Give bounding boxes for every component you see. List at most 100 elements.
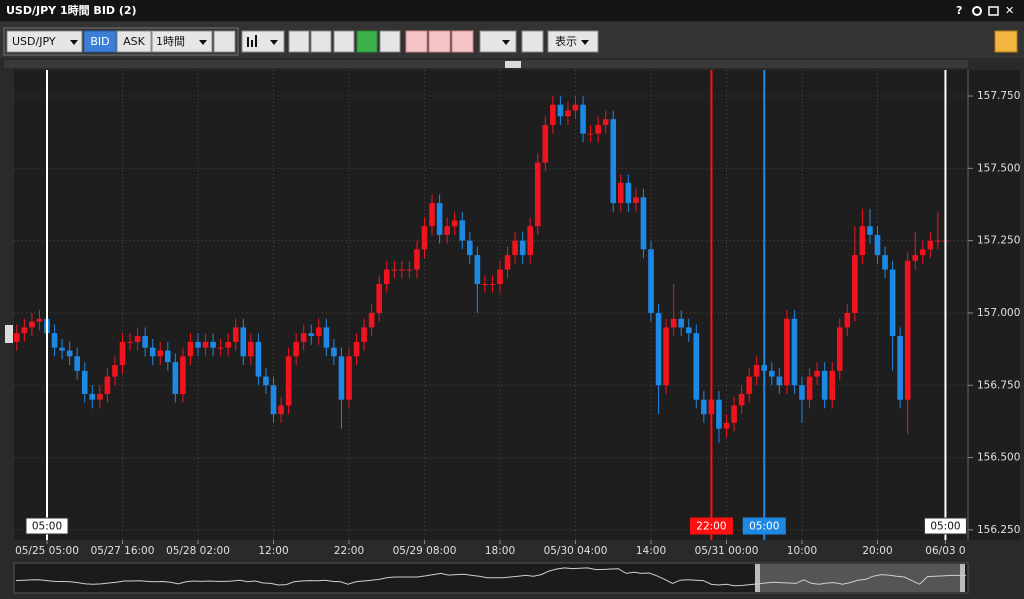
draw-tool-button[interactable] bbox=[428, 30, 451, 53]
candle-body bbox=[459, 220, 466, 241]
candle-body bbox=[497, 269, 503, 285]
candle-body bbox=[655, 312, 662, 386]
candle-body bbox=[648, 249, 654, 313]
candle-body bbox=[225, 341, 231, 348]
time-marker-label: 05:00 bbox=[749, 521, 779, 533]
time-marker-label: 05:00 bbox=[930, 521, 960, 533]
window-title: USD/JPY 1時間 BID (2) bbox=[6, 3, 137, 17]
candle-body bbox=[769, 370, 775, 377]
fit-button[interactable] bbox=[333, 30, 355, 53]
candle-body bbox=[716, 399, 722, 429]
candle-body bbox=[308, 333, 315, 337]
candle-body bbox=[59, 347, 65, 351]
scroll-button[interactable] bbox=[356, 30, 378, 53]
candle-body bbox=[693, 333, 700, 400]
symbol-dropdown[interactable] bbox=[6, 30, 83, 53]
candle-body bbox=[421, 226, 428, 250]
x-tick-label: 05/27 16:00 bbox=[91, 545, 155, 557]
candle-body bbox=[240, 327, 247, 357]
x-tick-label: 12:00 bbox=[258, 545, 288, 557]
navigator-handle[interactable] bbox=[960, 564, 965, 592]
candle-body bbox=[142, 336, 148, 348]
candle-body bbox=[889, 269, 896, 337]
candle-body bbox=[504, 255, 511, 270]
candle-body bbox=[232, 327, 239, 342]
candle-body bbox=[331, 347, 337, 357]
restore-button[interactable] bbox=[988, 6, 999, 16]
time-marker-label: 22:00 bbox=[696, 521, 726, 533]
candle-body bbox=[391, 269, 398, 271]
candle-body bbox=[172, 362, 179, 394]
candle-body bbox=[119, 341, 126, 366]
expand-button[interactable] bbox=[5, 325, 13, 343]
candle-body bbox=[66, 350, 73, 357]
zoom-in-button[interactable] bbox=[288, 30, 310, 53]
time-marker-box bbox=[25, 517, 69, 535]
candle-body bbox=[572, 104, 579, 111]
close-button[interactable]: ✕ bbox=[1005, 4, 1014, 17]
x-tick-label: 05/29 08:00 bbox=[393, 545, 457, 557]
candle-body bbox=[882, 255, 888, 270]
y-axis-area bbox=[968, 70, 1020, 540]
candle-body bbox=[436, 203, 443, 235]
candle-body bbox=[429, 203, 435, 227]
candle-body bbox=[293, 341, 299, 357]
candle-body bbox=[814, 370, 820, 377]
zoom-out-button[interactable] bbox=[310, 30, 332, 53]
candle-body bbox=[149, 347, 156, 357]
y-tick-label: 156.750 bbox=[977, 379, 1020, 391]
draw-tool-button[interactable] bbox=[451, 30, 474, 53]
x-tick-label: 05/31 00:00 bbox=[695, 545, 759, 557]
candle-body bbox=[21, 327, 28, 334]
candle-body bbox=[565, 110, 571, 117]
layout-button[interactable] bbox=[994, 30, 1018, 53]
candle-body bbox=[467, 240, 473, 256]
navigator-handle[interactable] bbox=[755, 564, 760, 592]
candle-body bbox=[81, 370, 88, 394]
time-marker-label: 05:00 bbox=[32, 521, 62, 533]
candle-body bbox=[376, 284, 382, 313]
candle-body bbox=[580, 104, 586, 134]
settings-button[interactable] bbox=[972, 6, 982, 16]
chart-type-icon bbox=[247, 35, 257, 47]
dropdown-arrow bbox=[270, 40, 278, 45]
candle-body bbox=[165, 350, 171, 363]
compare-button[interactable] bbox=[213, 30, 236, 53]
time-marker-box bbox=[742, 517, 786, 535]
collapse-button[interactable] bbox=[505, 61, 521, 68]
candle-body bbox=[263, 376, 269, 386]
interval-dropdown[interactable] bbox=[151, 30, 213, 53]
candle-body bbox=[610, 119, 617, 204]
candle-body bbox=[97, 393, 103, 400]
bid-button[interactable] bbox=[83, 30, 117, 53]
candle-body bbox=[474, 255, 481, 285]
ask-button[interactable] bbox=[116, 30, 152, 53]
candle-body bbox=[776, 376, 783, 386]
candle-body bbox=[278, 405, 284, 415]
candle-body bbox=[618, 182, 624, 204]
candle-body bbox=[338, 356, 345, 400]
navigator-window[interactable] bbox=[757, 564, 965, 592]
draw-tool-button[interactable] bbox=[405, 30, 428, 53]
candle-body bbox=[927, 240, 934, 250]
candle-body bbox=[195, 341, 201, 348]
candle-body bbox=[512, 240, 518, 256]
collapse-bar bbox=[4, 60, 968, 68]
candle-body bbox=[550, 104, 556, 125]
interval-label: 1時間 bbox=[156, 35, 185, 48]
candle-body bbox=[542, 124, 549, 163]
candle-body bbox=[157, 350, 164, 357]
display-dropdown[interactable] bbox=[547, 30, 599, 53]
candle-body bbox=[595, 124, 601, 134]
help-button[interactable]: ? bbox=[956, 4, 962, 17]
jump-button[interactable] bbox=[379, 30, 401, 53]
candle-body bbox=[625, 182, 632, 204]
pen-dropdown[interactable] bbox=[479, 30, 517, 53]
candle-body bbox=[202, 341, 209, 348]
navigator-line bbox=[15, 567, 966, 587]
y-tick-label: 156.500 bbox=[977, 452, 1020, 464]
screenshot-button[interactable] bbox=[521, 30, 544, 53]
x-tick-label: 20:00 bbox=[862, 545, 892, 557]
candle-body bbox=[104, 376, 111, 394]
candle-body bbox=[414, 249, 420, 270]
